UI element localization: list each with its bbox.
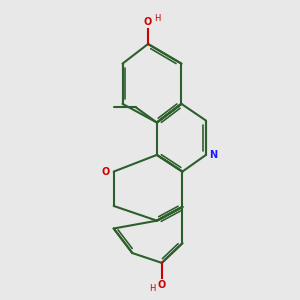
Text: H: H (149, 284, 155, 293)
Text: N: N (209, 150, 217, 160)
Text: O: O (158, 280, 166, 290)
Text: O: O (144, 17, 152, 27)
Text: O: O (102, 167, 110, 177)
Text: H: H (154, 14, 161, 23)
